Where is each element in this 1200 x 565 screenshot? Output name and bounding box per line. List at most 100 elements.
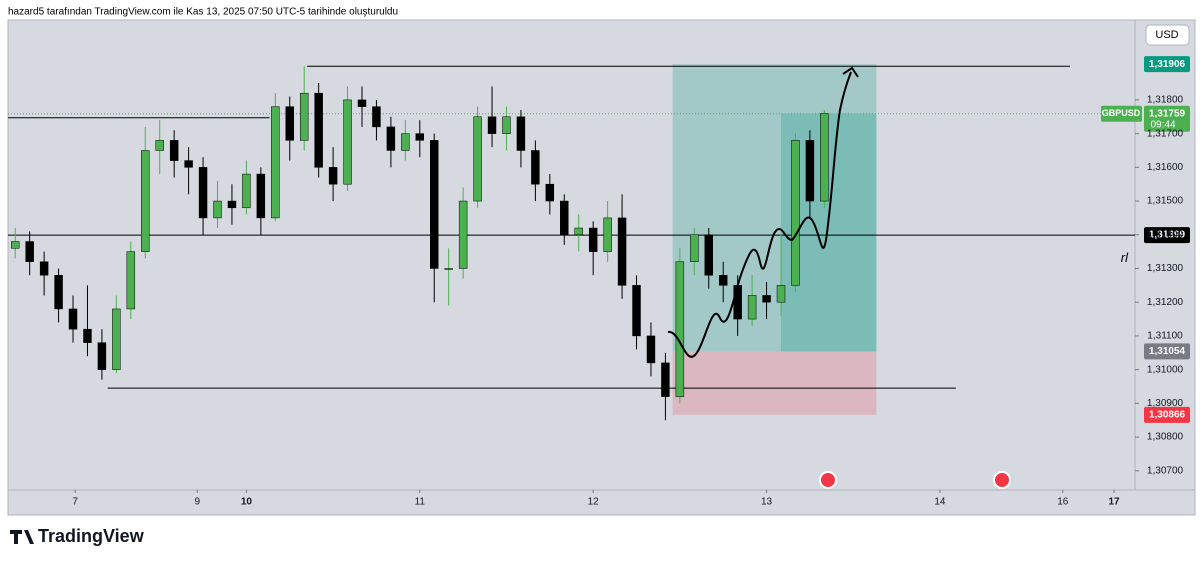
candle-body: [588, 227, 598, 252]
candle-body: [733, 285, 742, 320]
price-badge-label: 1,31054: [1149, 346, 1186, 357]
y-tick-label: 1,30800: [1147, 432, 1184, 443]
x-tick-label: 12: [588, 497, 600, 508]
candle-body: [704, 234, 713, 276]
current-price-label: 1,31759: [1149, 108, 1186, 119]
x-tick-label: 16: [1057, 497, 1069, 508]
x-tick-label: 13: [761, 497, 773, 508]
position-stop-zone: [672, 351, 877, 415]
candle-body: [603, 217, 612, 252]
x-tick-label: 17: [1108, 497, 1120, 508]
candle-body: [386, 126, 396, 151]
price-badge: [1144, 227, 1190, 244]
logo-text: TradingView: [38, 526, 145, 546]
candle-body: [169, 140, 179, 161]
price-badge: [1144, 343, 1190, 360]
candle-body: [805, 140, 815, 202]
candle-body: [39, 261, 49, 276]
candle-body: [271, 106, 280, 219]
x-tick-label: 10: [241, 497, 253, 508]
candle-body: [83, 328, 92, 343]
plot: [8, 64, 1135, 421]
event-icon[interactable]: [993, 471, 1011, 489]
candle-body: [632, 285, 641, 337]
y-tick-label: 1,31200: [1147, 297, 1184, 308]
candle-body: [227, 200, 237, 209]
candle-body: [690, 234, 699, 262]
price-badge-label: 1,31906: [1149, 59, 1186, 70]
currency-button[interactable]: [1145, 24, 1190, 46]
candle-body: [574, 227, 583, 236]
candle-body: [54, 274, 63, 310]
candle-body: [545, 183, 555, 202]
candle-body: [791, 140, 800, 286]
candle-body: [502, 116, 511, 134]
candle-body: [112, 308, 121, 370]
candle-body: [646, 335, 656, 364]
candle-body: [357, 99, 367, 107]
x-tick-label: 11: [415, 497, 426, 508]
caption: hazard5 tarafından TradingView.com ile K…: [8, 7, 398, 18]
candle-body: [328, 167, 338, 185]
y-tick-label: 1,31700: [1147, 128, 1184, 139]
y-tick-label: 1,31300: [1147, 263, 1184, 274]
price-badge: [1144, 56, 1190, 73]
candle-body: [718, 274, 728, 286]
candle-body: [820, 113, 829, 202]
candle-body: [516, 116, 526, 151]
countdown: 09:44: [1150, 119, 1175, 130]
candle-body: [184, 160, 193, 168]
candle-body: [473, 116, 482, 202]
candle-body: [747, 295, 757, 320]
y-tick-label: 1,31500: [1147, 196, 1184, 207]
candle-body: [487, 116, 497, 134]
candle-body: [531, 150, 540, 185]
y-tick-label: 1,31600: [1147, 162, 1184, 173]
candle-body: [776, 285, 786, 303]
sketch-path: [667, 71, 852, 358]
sketch-arrowhead: [842, 66, 859, 78]
currency-label[interactable]: USD: [1155, 29, 1178, 41]
current-price-badge: [1144, 105, 1190, 132]
symbol-badge: [1101, 105, 1142, 122]
position-target-zone: [672, 64, 877, 352]
price-badge: [1144, 406, 1190, 423]
y-tick-label: 1,30900: [1147, 398, 1184, 409]
y-tick-label: 1,31000: [1147, 364, 1184, 375]
candle-body: [256, 173, 266, 219]
candle-body: [444, 268, 453, 270]
candle-body: [285, 106, 294, 141]
y-tick-label: 1,31400: [1147, 229, 1184, 240]
candle-body: [372, 106, 381, 128]
candle-body: [213, 200, 222, 219]
event-icon[interactable]: [819, 471, 837, 489]
candle-body: [401, 133, 410, 151]
price-badge-label: 1,30866: [1149, 409, 1186, 420]
candle-body: [299, 92, 309, 141]
y-tick-label: 1,31100: [1147, 331, 1183, 342]
candle-body: [97, 342, 107, 370]
chart-frame: [7, 19, 1196, 516]
candle-body: [141, 150, 150, 252]
overlay: rl 1,31906 1,31399 1,31054 1,30866 1,3175909:…: [1101, 56, 1190, 423]
candle-body: [458, 200, 468, 269]
y-tick-label: 1,30700: [1147, 465, 1184, 476]
x-tick-label: 9: [194, 497, 200, 508]
candle-body: [242, 173, 251, 209]
candle-body: [430, 140, 439, 269]
candle-body: [25, 241, 34, 262]
y-tick-label: 1,31800: [1147, 95, 1184, 106]
candle-body: [11, 241, 20, 249]
candle-body: [155, 140, 164, 151]
annotation: rl: [1121, 250, 1129, 265]
price-badge-label: 1,31399: [1149, 230, 1186, 241]
candle-body: [762, 295, 771, 303]
candle-body: [314, 92, 323, 168]
candle-body: [617, 217, 627, 286]
candle-body: [126, 251, 136, 310]
symbol-label: GBPUSD: [1102, 108, 1141, 118]
candle-body: [343, 99, 352, 185]
candle-body: [560, 200, 569, 236]
logo-mark: [10, 530, 34, 544]
